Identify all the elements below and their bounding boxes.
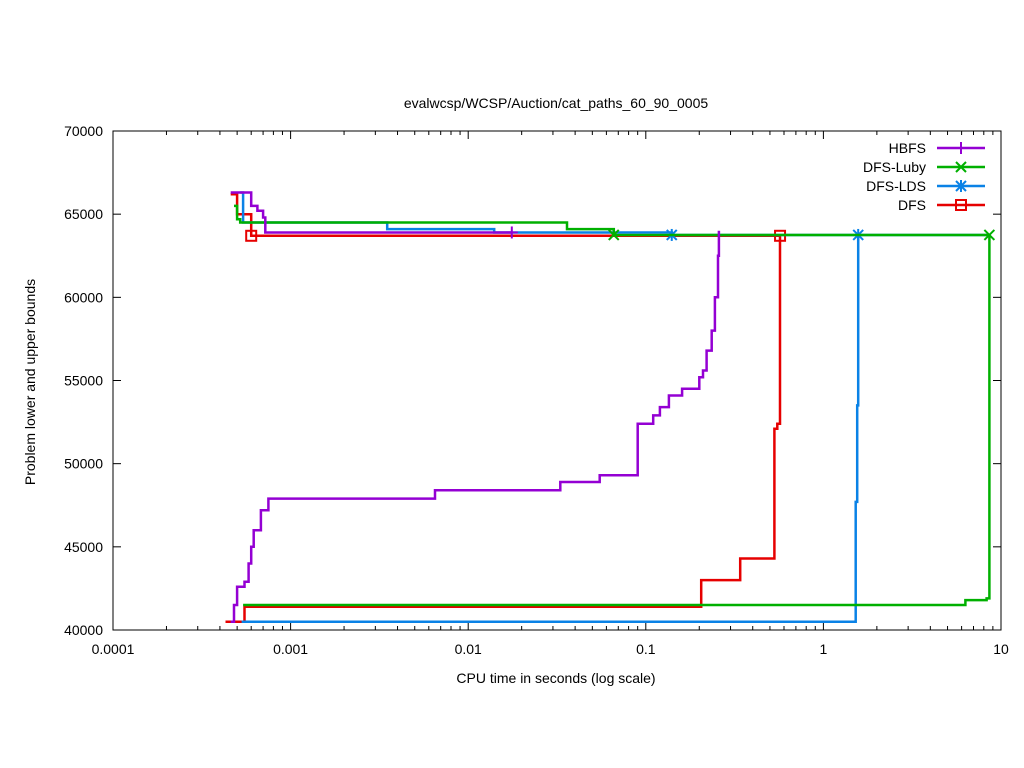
- x-tick-label: 1: [820, 641, 828, 657]
- legend-label: HBFS: [889, 140, 926, 156]
- series-layer: [225, 191, 996, 623]
- chart-title: evalwcsp/WCSP/Auction/cat_paths_60_90_00…: [404, 95, 709, 111]
- legend-item-dfs-luby: DFS-Luby: [863, 159, 985, 175]
- x-tick-label: 0.001: [273, 641, 308, 657]
- plot-frame: [112, 130, 1002, 631]
- series-dfs-lower-bound-line: [225, 235, 782, 623]
- marker-stroke: [955, 199, 967, 211]
- marker-stroke: [983, 229, 996, 241]
- legend-marker: [955, 199, 967, 211]
- y-tick-label: 65000: [64, 206, 103, 222]
- series-dfs-luby: [234, 204, 996, 607]
- series-dfs-luby-upper-bound-line: [234, 204, 990, 237]
- legend-marker: [955, 180, 967, 192]
- series-dfs-upper-bound-line: [230, 192, 780, 238]
- x-axis: 0.0001 0.001 0.01 0.1 1 10: [92, 131, 1009, 657]
- series-hbfs: [230, 191, 721, 623]
- legend-item-dfs-lds: DFS-LDS: [866, 178, 985, 194]
- x-axis-label: CPU time in seconds (log scale): [456, 670, 655, 686]
- legend-item-hbfs: HBFS: [889, 140, 985, 156]
- legend-label: DFS-LDS: [866, 178, 926, 194]
- series-hbfs-lower-bound-line: [230, 230, 721, 623]
- y-axis: 40000 45000 50000 55000 60000 65000 70000: [64, 123, 1001, 638]
- y-tick-label: 55000: [64, 373, 103, 389]
- y-tick-label: 60000: [64, 289, 103, 305]
- series-dfs-luby-point: [608, 229, 620, 241]
- y-tick-label: 45000: [64, 539, 103, 555]
- x-tick-label: 0.0001: [92, 641, 135, 657]
- series-hbfs-upper-bound-line: [230, 191, 512, 234]
- x-tick-label: 0.1: [636, 641, 656, 657]
- y-tick-label: 70000: [64, 123, 103, 139]
- x-tick-label: 10: [993, 641, 1009, 657]
- marker-stroke: [955, 180, 967, 192]
- x-tick-label: 0.01: [455, 641, 482, 657]
- series-dfs-luby-point: [983, 229, 996, 241]
- legend-label: DFS-Luby: [863, 159, 926, 175]
- marker-stroke: [608, 229, 620, 241]
- y-axis-label: Problem lower and upper bounds: [22, 279, 38, 485]
- series-dfs-lds-lower-bound-line: [241, 235, 860, 623]
- legend-marker: [955, 142, 967, 154]
- series-dfs-point: [245, 229, 258, 242]
- legend-label: DFS: [898, 197, 926, 213]
- series-dfs: [225, 192, 787, 623]
- legend-item-dfs: DFS: [898, 197, 985, 213]
- y-tick-label: 40000: [64, 622, 103, 638]
- marker-stroke: [245, 229, 258, 242]
- series-hbfs-point: [505, 226, 518, 239]
- series-dfs-lds: [240, 191, 991, 623]
- y-tick-label: 50000: [64, 456, 103, 472]
- series-dfs-luby-lower-bound-line: [243, 235, 991, 607]
- marker-stroke: [955, 161, 967, 173]
- legend-marker: [955, 161, 967, 173]
- legend: HBFS DFS-Luby DFS-LDS DFS: [863, 140, 985, 213]
